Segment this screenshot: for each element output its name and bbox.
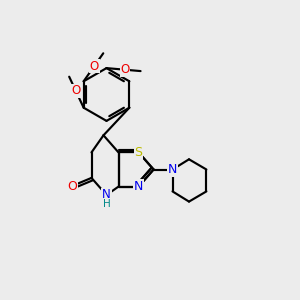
Text: N: N xyxy=(168,163,177,176)
Text: N: N xyxy=(102,188,111,202)
Text: O: O xyxy=(90,60,99,73)
Text: S: S xyxy=(135,146,142,159)
Text: O: O xyxy=(71,84,80,97)
Text: N: N xyxy=(134,180,143,193)
Text: O: O xyxy=(67,179,77,193)
Text: O: O xyxy=(120,63,130,76)
Text: H: H xyxy=(103,199,110,209)
